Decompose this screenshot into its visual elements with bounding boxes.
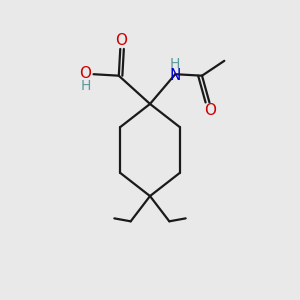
Text: H: H	[169, 57, 180, 71]
Text: H: H	[80, 79, 91, 92]
Text: N: N	[170, 68, 181, 82]
Text: O: O	[204, 103, 216, 118]
Text: O: O	[80, 66, 92, 81]
Text: O: O	[115, 33, 127, 48]
